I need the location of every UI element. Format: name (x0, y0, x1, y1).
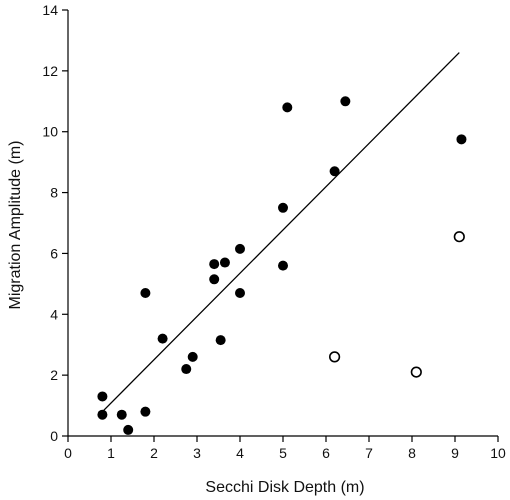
data-point-open (329, 351, 341, 363)
data-point-filled (116, 409, 127, 420)
data-point-filled (187, 351, 198, 362)
x-tick-label: 7 (365, 445, 373, 461)
data-point-filled (219, 257, 230, 268)
x-tick-label: 5 (279, 445, 287, 461)
data-point-filled (181, 364, 192, 375)
data-point-filled (140, 406, 151, 417)
y-tick-label: 4 (50, 306, 58, 322)
data-point-filled (340, 96, 351, 107)
data-point-filled (140, 287, 151, 298)
y-tick-label: 2 (50, 367, 58, 383)
points-group (97, 96, 467, 435)
x-tick-label: 6 (322, 445, 330, 461)
y-tick-label: 10 (42, 124, 58, 140)
data-point-filled (278, 202, 288, 213)
data-point-filled (329, 166, 340, 177)
data-point-open (410, 366, 422, 378)
data-point-filled (456, 134, 467, 145)
trendline-group (101, 52, 460, 413)
x-tick-label: 0 (64, 445, 72, 461)
data-point-filled (209, 259, 220, 270)
y-tick-label: 14 (42, 2, 58, 18)
x-tick-label: 9 (451, 445, 459, 461)
data-point-filled (282, 102, 293, 113)
data-point-filled (157, 333, 168, 344)
data-point-filled (97, 391, 108, 402)
data-point-filled (235, 287, 245, 298)
x-tick-label: 1 (107, 445, 115, 461)
data-point-open (453, 231, 465, 243)
x-tick-label: 3 (193, 445, 201, 461)
data-point-filled (209, 274, 220, 285)
x-tick-label: 2 (150, 445, 158, 461)
y-tick-label: 8 (50, 185, 58, 201)
data-point-filled (235, 243, 245, 254)
y-tick-label: 12 (42, 63, 58, 79)
data-point-filled (97, 409, 108, 420)
y-tick-label: 6 (50, 245, 58, 261)
data-point-filled (123, 424, 134, 435)
x-tick-label: 10 (490, 445, 506, 461)
x-tick-label: 4 (236, 445, 244, 461)
x-axis-label: Secchi Disk Depth (m) (205, 479, 364, 496)
y-tick-label: 0 (50, 428, 58, 444)
x-tick-label: 8 (408, 445, 416, 461)
y-axis-label: Migration Amplitude (m) (7, 141, 24, 310)
trendline (101, 52, 460, 413)
data-point-filled (278, 260, 288, 271)
data-point-filled (215, 335, 226, 346)
axes (67, 10, 498, 437)
